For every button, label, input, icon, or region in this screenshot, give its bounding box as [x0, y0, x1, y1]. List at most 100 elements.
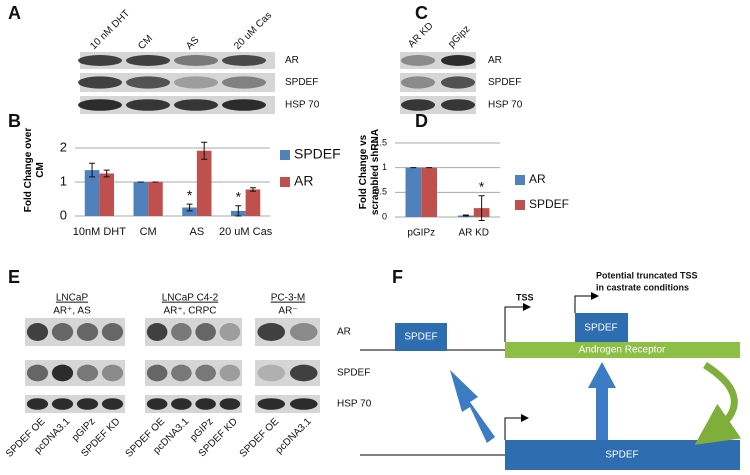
error-bar: [235, 205, 242, 217]
lane-label: 20 uM Cas: [232, 10, 274, 52]
blot-band: [51, 398, 74, 410]
blot-band: [146, 364, 168, 382]
blot-band: [26, 323, 49, 341]
bar: [405, 167, 422, 217]
blot-strip: [80, 73, 275, 92]
blot-band: [289, 323, 318, 341]
lane-label: AR KD: [406, 21, 435, 50]
blot-band: [401, 55, 435, 66]
legend-label: AR: [294, 173, 313, 189]
spdef-box: [395, 323, 447, 351]
blot-band: [101, 323, 124, 341]
blot-band: [219, 323, 241, 341]
panel-label: F: [392, 267, 403, 287]
y-tick-label: 1.5: [374, 137, 387, 147]
y-axis-label: Fold Change over CM: [23, 127, 46, 213]
error-bar: [201, 141, 208, 160]
row-label: AR: [285, 55, 299, 66]
y-tick-label: 0: [382, 211, 387, 221]
bar: [182, 207, 197, 216]
blot-band: [126, 99, 170, 111]
x-tick-label: 20 uM Cas: [219, 226, 273, 238]
x-tick-label: AR KD: [458, 228, 489, 239]
spdef-box: [575, 313, 628, 342]
blot-band: [222, 99, 266, 111]
legend-swatch: [515, 175, 525, 185]
blot-band: [401, 76, 435, 89]
blot-band: [76, 364, 99, 382]
tss-label: TSS: [516, 292, 534, 302]
error-bar: [249, 187, 256, 192]
error-bar: [478, 195, 485, 221]
row-label: SPDEF: [488, 77, 521, 88]
annotation: *: [479, 178, 485, 194]
blot-band: [222, 76, 266, 89]
gene-label: SPDEF: [605, 450, 638, 461]
lane-label: CM: [136, 33, 155, 52]
error-bar: [89, 162, 96, 178]
blot-band: [78, 76, 122, 89]
blot-band: [126, 76, 170, 89]
blot-strip: [145, 395, 242, 413]
blot-band: [289, 364, 318, 382]
blot-band: [441, 99, 475, 111]
blot-band: [171, 323, 192, 341]
regulation-arrow: [450, 370, 495, 443]
tss-label: in castrate conditions: [596, 282, 689, 292]
feedback-arrow: [694, 362, 742, 445]
error-bar: [186, 203, 193, 212]
tss-arrow: [504, 303, 531, 342]
lane-label: AS: [184, 35, 201, 52]
x-tick-label: CM: [140, 226, 157, 238]
y-axis-label: Fold Change vs scrambled shRNA: [358, 128, 381, 216]
legend-swatch: [280, 150, 290, 160]
bar: [245, 189, 261, 216]
group-subtitle: AR⁻: [278, 306, 297, 317]
blot-band: [222, 55, 266, 66]
blot-band: [219, 364, 241, 382]
x-tick-label: pGIPz: [407, 228, 435, 239]
blot-band: [195, 398, 216, 410]
regulation-arrow: [588, 362, 616, 440]
annotation: *: [236, 189, 242, 205]
annotation: *: [187, 187, 193, 203]
x-tick-label: 10nM DHT: [73, 226, 126, 238]
blot-band: [171, 364, 192, 382]
lane-label: SPDEF OE: [238, 416, 282, 460]
y-tick-label: 1: [382, 162, 387, 172]
blot-band: [78, 99, 122, 111]
panel-label: E: [8, 267, 20, 287]
blot-band: [76, 398, 99, 410]
row-label: HSP 70: [285, 100, 320, 111]
x-tick-label: AS: [190, 226, 205, 238]
spdef-gene: [505, 440, 740, 470]
blot-band: [441, 55, 475, 66]
lane-label: pGipz: [446, 24, 472, 50]
diagram: SPDEF Androgen Receptor SPDEF TSS Potent…: [360, 270, 742, 470]
legend-label: SPDEF: [529, 197, 569, 211]
blot-band: [78, 55, 122, 66]
blot-band: [26, 364, 49, 382]
blot-band: [51, 364, 74, 382]
row-label: HSP 70: [337, 399, 372, 410]
group-name: LNCaP C4-2: [162, 293, 219, 304]
row-label: SPDEF: [337, 368, 370, 379]
legend-label: AR: [529, 172, 546, 186]
blot-band: [76, 323, 99, 341]
bar: [148, 182, 163, 216]
tss-arrow: [574, 292, 599, 313]
blot-band: [26, 398, 49, 410]
blot-band: [126, 55, 170, 66]
error-bar: [462, 214, 469, 217]
legend-label: SPDEF: [294, 146, 341, 162]
y-tick-label: 1: [60, 173, 67, 188]
blot-band: [51, 323, 74, 341]
blot-band: [257, 323, 286, 341]
blot-band: [171, 398, 192, 410]
ar-gene: [505, 342, 740, 358]
legend-swatch: [515, 200, 525, 210]
group-name: PC-3-M: [271, 293, 305, 304]
group-name: LNCaP: [56, 293, 89, 304]
error-bar: [103, 169, 110, 178]
